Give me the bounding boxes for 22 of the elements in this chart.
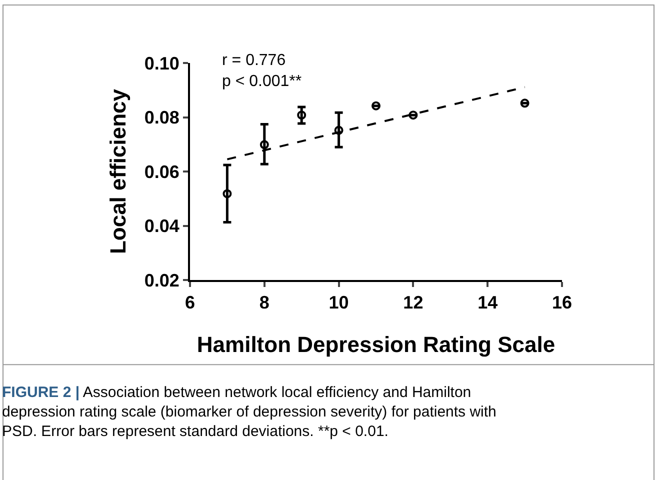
point xyxy=(260,140,269,150)
y-axis-title: Local efficiency xyxy=(106,88,131,254)
y-tick-label: 0.04 xyxy=(144,216,180,236)
annotation: r = 0.776 p < 0.001** xyxy=(222,52,302,90)
x-tick-label: 12 xyxy=(403,292,424,313)
caption: FIGURE 2 | Association between network local efficiency and Hamilton depression rating scale (biomarker of depression severity) for patients with PSD. Error bars represent standard deviations. **p < 0.01. xyxy=(2,384,496,440)
y-tick-label: 0.02 xyxy=(144,270,180,290)
point xyxy=(334,126,344,135)
point xyxy=(408,110,418,120)
x-tick-label: 16 xyxy=(552,292,572,313)
point xyxy=(372,101,380,110)
point xyxy=(520,98,530,108)
x-tick-label: 10 xyxy=(328,292,349,313)
x-tick-label: 8 xyxy=(259,292,270,313)
y-tick-label: 0.10 xyxy=(144,53,180,74)
x-axis-title: Hamilton Depression Rating Scale xyxy=(196,332,556,357)
x-tick-label: 14 xyxy=(478,292,498,313)
x-tick-label: 6 xyxy=(184,292,196,313)
point xyxy=(297,110,306,120)
y-tick-label: 0.08 xyxy=(144,108,180,128)
point xyxy=(222,189,232,198)
y-tick-label: 0.06 xyxy=(144,162,180,182)
